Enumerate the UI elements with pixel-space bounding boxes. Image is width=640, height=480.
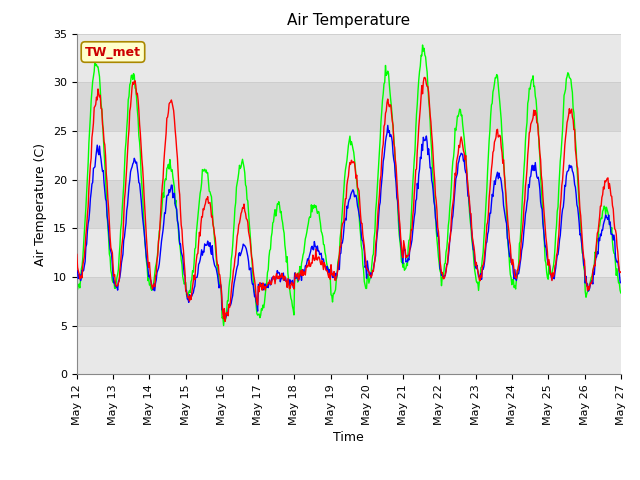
AirT: [221, 316, 229, 322]
Line: AM25T_PRT: AM25T_PRT: [77, 45, 621, 325]
AirT: [384, 122, 392, 128]
AirT: [617, 280, 625, 286]
X-axis label: Time: Time: [333, 431, 364, 444]
AM25T_PRT: [73, 286, 81, 292]
PanelT: [223, 310, 231, 316]
PanelT: [139, 165, 147, 171]
Bar: [77, 326, 621, 374]
PanelT: [433, 198, 440, 204]
Line: AirT: AirT: [77, 125, 621, 319]
AirT: [83, 241, 90, 247]
Title: Air Temperature: Air Temperature: [287, 13, 410, 28]
Bar: [77, 180, 621, 228]
AirT: [73, 267, 81, 273]
AirT: [417, 155, 424, 160]
AM25T_PRT: [223, 298, 231, 304]
Y-axis label: Air Temperature (C): Air Temperature (C): [35, 143, 47, 265]
Bar: [77, 82, 621, 131]
AM25T_PRT: [83, 190, 90, 195]
Bar: [77, 131, 621, 180]
PanelT: [416, 115, 424, 121]
PanelT: [221, 318, 229, 324]
AirT: [139, 215, 147, 221]
AM25T_PRT: [416, 69, 424, 74]
PanelT: [83, 224, 90, 229]
Bar: [77, 277, 621, 326]
PanelT: [194, 251, 202, 256]
Bar: [77, 228, 621, 277]
AM25T_PRT: [220, 323, 227, 328]
AM25T_PRT: [433, 227, 440, 233]
AirT: [223, 312, 231, 318]
PanelT: [421, 74, 429, 80]
Bar: [77, 34, 621, 82]
AM25T_PRT: [617, 290, 625, 296]
AM25T_PRT: [194, 214, 202, 220]
AM25T_PRT: [419, 42, 426, 48]
Text: TW_met: TW_met: [85, 46, 141, 59]
Line: PanelT: PanelT: [77, 77, 621, 321]
AM25T_PRT: [139, 192, 147, 198]
PanelT: [617, 269, 625, 275]
AirT: [433, 219, 440, 225]
PanelT: [73, 252, 81, 257]
AirT: [194, 270, 202, 276]
